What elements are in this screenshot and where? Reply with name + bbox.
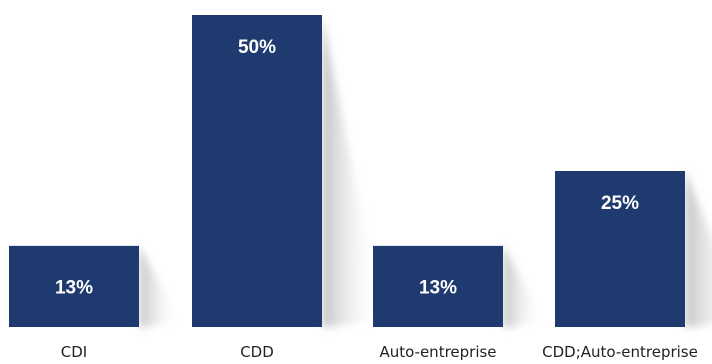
data-label: 50% — [238, 37, 276, 58]
bar-auto-entreprise — [373, 245, 503, 327]
bar-shadow — [503, 245, 544, 327]
bar-cdi — [9, 245, 139, 327]
bar-shadow — [685, 171, 712, 327]
data-label: 25% — [601, 193, 639, 214]
category-label: Auto-entreprise — [379, 343, 496, 361]
data-label: 13% — [55, 277, 93, 298]
category-label: CDD — [240, 343, 274, 361]
bar-cdd — [192, 15, 322, 327]
category-labels: CDI CDD Auto-entreprise CDD;Auto-entreprise — [61, 343, 698, 361]
bars — [9, 15, 685, 327]
category-label: CDI — [61, 343, 87, 361]
data-labels: 13% 50% 13% 25% — [55, 37, 639, 298]
data-label: 13% — [419, 277, 457, 298]
bar-shadow — [139, 245, 180, 327]
category-label: CDD;Auto-entreprise — [542, 343, 698, 361]
bar-shadows — [139, 15, 712, 327]
bar-shadow — [322, 15, 382, 327]
bar-cdd-auto-entreprise — [555, 171, 685, 327]
